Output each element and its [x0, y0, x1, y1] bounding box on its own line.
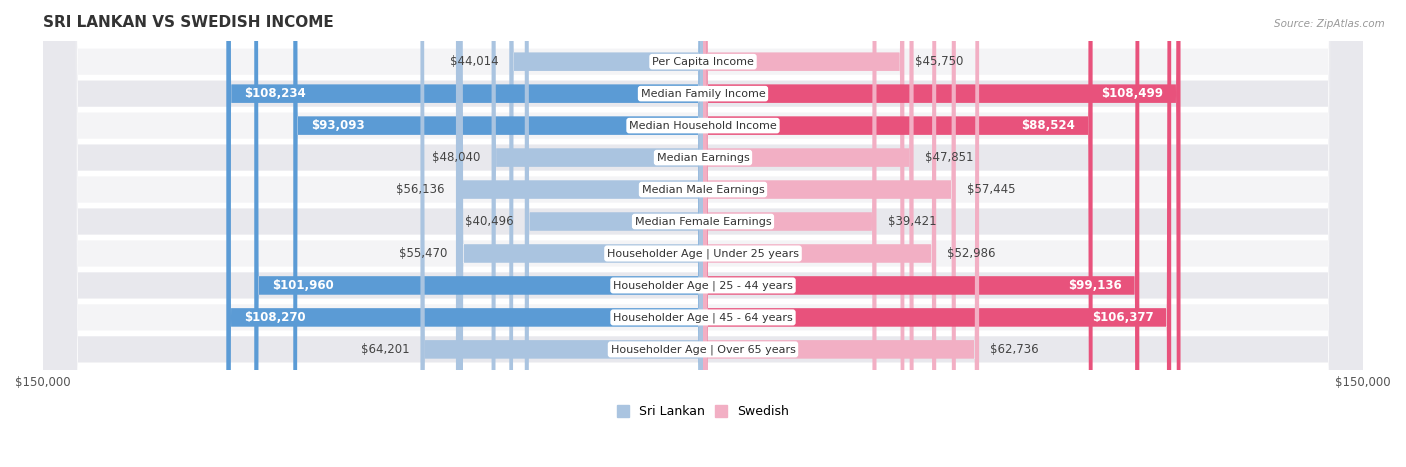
Text: $40,496: $40,496: [465, 215, 513, 228]
Text: Householder Age | 45 - 64 years: Householder Age | 45 - 64 years: [613, 312, 793, 323]
FancyBboxPatch shape: [226, 0, 703, 467]
Text: $48,040: $48,040: [432, 151, 481, 164]
FancyBboxPatch shape: [42, 0, 1364, 467]
Text: SRI LANKAN VS SWEDISH INCOME: SRI LANKAN VS SWEDISH INCOME: [42, 15, 333, 30]
FancyBboxPatch shape: [420, 0, 703, 467]
Text: $93,093: $93,093: [311, 119, 364, 132]
FancyBboxPatch shape: [509, 0, 703, 467]
FancyBboxPatch shape: [254, 0, 703, 467]
Text: $47,851: $47,851: [925, 151, 973, 164]
FancyBboxPatch shape: [703, 0, 904, 467]
FancyBboxPatch shape: [42, 0, 1364, 467]
FancyBboxPatch shape: [703, 0, 876, 467]
Text: $108,234: $108,234: [245, 87, 307, 100]
Text: Median Female Earnings: Median Female Earnings: [634, 217, 772, 226]
Text: Median Earnings: Median Earnings: [657, 153, 749, 163]
Text: $56,136: $56,136: [396, 183, 444, 196]
Text: $101,960: $101,960: [271, 279, 333, 292]
FancyBboxPatch shape: [42, 0, 1364, 467]
Text: Median Household Income: Median Household Income: [628, 120, 778, 131]
Text: $55,470: $55,470: [399, 247, 449, 260]
Text: $64,201: $64,201: [361, 343, 409, 356]
Text: $62,736: $62,736: [990, 343, 1039, 356]
FancyBboxPatch shape: [703, 0, 936, 467]
FancyBboxPatch shape: [703, 0, 956, 467]
FancyBboxPatch shape: [524, 0, 703, 467]
Legend: Sri Lankan, Swedish: Sri Lankan, Swedish: [612, 400, 794, 423]
Text: Median Family Income: Median Family Income: [641, 89, 765, 99]
FancyBboxPatch shape: [703, 0, 1181, 467]
FancyBboxPatch shape: [42, 0, 1364, 467]
Text: $99,136: $99,136: [1069, 279, 1122, 292]
FancyBboxPatch shape: [703, 0, 1139, 467]
Text: $52,986: $52,986: [948, 247, 995, 260]
Text: $108,270: $108,270: [245, 311, 305, 324]
FancyBboxPatch shape: [703, 0, 1092, 467]
FancyBboxPatch shape: [42, 0, 1364, 467]
Text: $88,524: $88,524: [1021, 119, 1076, 132]
FancyBboxPatch shape: [703, 0, 1171, 467]
Text: $57,445: $57,445: [967, 183, 1015, 196]
Text: Source: ZipAtlas.com: Source: ZipAtlas.com: [1274, 19, 1385, 28]
FancyBboxPatch shape: [294, 0, 703, 467]
FancyBboxPatch shape: [42, 0, 1364, 467]
FancyBboxPatch shape: [703, 0, 979, 467]
FancyBboxPatch shape: [226, 0, 703, 467]
FancyBboxPatch shape: [42, 0, 1364, 467]
FancyBboxPatch shape: [458, 0, 703, 467]
Text: $106,377: $106,377: [1092, 311, 1153, 324]
FancyBboxPatch shape: [42, 0, 1364, 467]
Text: Median Male Earnings: Median Male Earnings: [641, 184, 765, 195]
Text: $45,750: $45,750: [915, 55, 963, 68]
Text: $44,014: $44,014: [450, 55, 498, 68]
FancyBboxPatch shape: [42, 0, 1364, 467]
FancyBboxPatch shape: [492, 0, 703, 467]
Text: Householder Age | 25 - 44 years: Householder Age | 25 - 44 years: [613, 280, 793, 290]
FancyBboxPatch shape: [703, 0, 914, 467]
Text: $39,421: $39,421: [887, 215, 936, 228]
Text: Per Capita Income: Per Capita Income: [652, 57, 754, 67]
Text: Householder Age | Under 25 years: Householder Age | Under 25 years: [607, 248, 799, 259]
FancyBboxPatch shape: [42, 0, 1364, 467]
FancyBboxPatch shape: [456, 0, 703, 467]
Text: $108,499: $108,499: [1101, 87, 1163, 100]
Text: Householder Age | Over 65 years: Householder Age | Over 65 years: [610, 344, 796, 354]
